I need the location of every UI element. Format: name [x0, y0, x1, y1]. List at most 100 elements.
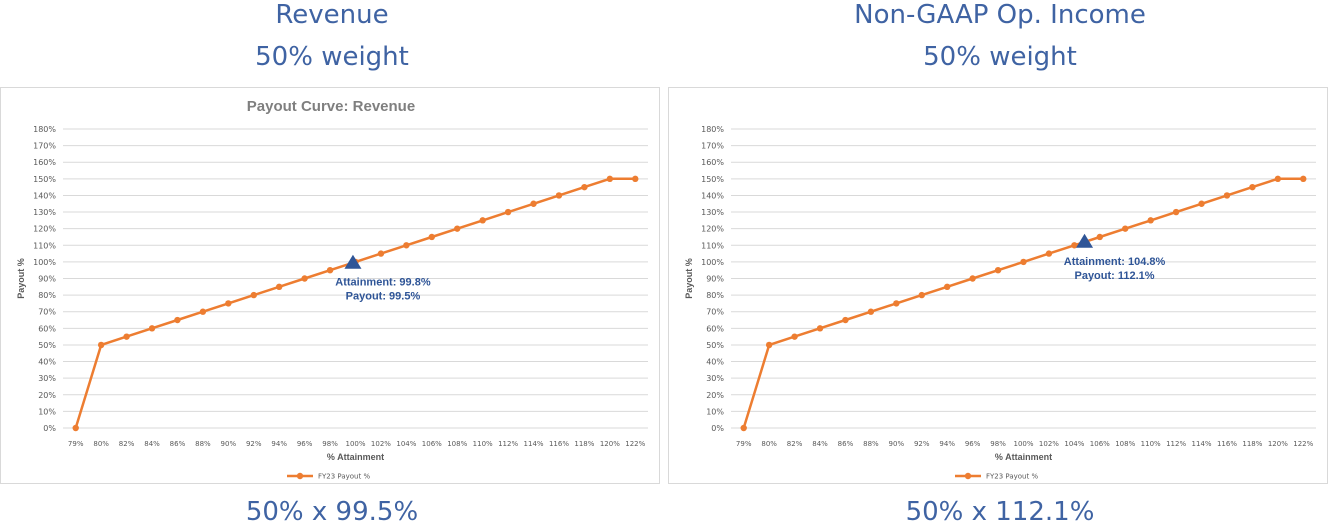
legend-label: FY23 Payout % [318, 473, 370, 481]
x-tick-label: 84% [144, 440, 160, 448]
chart-svg: Payout Curve: Revenue 0% 10% 20% 30% 40% 50% 60… [16, 98, 648, 481]
x-tick-label: 79% [68, 440, 84, 448]
data-point [199, 308, 207, 315]
y-tick-label: 160% [33, 158, 56, 167]
x-tick-label: 106% [1090, 440, 1110, 448]
x-tick-label: 112% [1166, 440, 1186, 448]
data-point [454, 225, 461, 232]
y-tick-label: 30% [706, 374, 724, 383]
op-income-payout-chart: 0% 10% 20% 30% 40% 50% 60% 70% 80% 90% 100% 110% 120… [668, 87, 1328, 484]
y-tick-label: 60% [38, 324, 56, 333]
data-point [994, 266, 1002, 274]
x-tick-label: 79% [736, 440, 752, 448]
y-tick-label: 90% [38, 275, 56, 284]
data-point [740, 424, 747, 432]
x-tick-label: 80% [93, 440, 109, 448]
data-point [1274, 175, 1282, 183]
y-tick-label: 10% [38, 407, 56, 416]
data-point [174, 316, 181, 324]
data-point [1020, 258, 1027, 266]
data-point [403, 242, 410, 249]
data-point [816, 325, 824, 332]
data-point [148, 325, 156, 332]
y-tick-label: 90% [706, 275, 724, 284]
data-point [943, 283, 951, 291]
x-tick-label: 94% [939, 440, 955, 448]
data-point [504, 208, 512, 216]
data-point [969, 275, 976, 282]
x-tick-label: 90% [889, 440, 905, 448]
revenue-payout-chart: Payout Curve: Revenue 0% 10% 20% 30% 40% 50% 60… [0, 87, 660, 484]
data-point [1249, 183, 1256, 191]
y-tick-label: 20% [38, 391, 56, 400]
data-point [1045, 250, 1053, 257]
panel-title: Revenue [275, 0, 389, 30]
x-tick-label: 100% [1013, 440, 1033, 448]
annotation-label: Payout: 99.5% [346, 291, 421, 303]
x-tick-label: 104% [396, 440, 416, 448]
data-point [428, 233, 436, 241]
data-point [791, 333, 798, 340]
legend-label: FY23 Payout % [986, 473, 1038, 481]
legend-marker [296, 472, 304, 480]
y-tick-label: 40% [38, 358, 56, 367]
y-tick-label: 110% [33, 241, 56, 250]
data-point [326, 266, 334, 274]
series-line [742, 177, 1304, 429]
x-tick-label: 114% [1192, 440, 1212, 448]
y-tick-label: 0% [43, 424, 56, 433]
x-tick-label: 102% [1039, 440, 1059, 448]
annotation-label: Attainment: 104.8% [1064, 256, 1166, 268]
data-point [225, 300, 232, 307]
x-tick-label: 98% [322, 440, 338, 448]
data-point [1198, 200, 1205, 207]
x-tick-label: 114% [524, 440, 544, 448]
x-tick-label: 106% [422, 440, 442, 448]
x-tick-label: 102% [371, 440, 391, 448]
x-tick-label: 108% [447, 440, 467, 448]
data-point [632, 175, 639, 183]
data-point [1223, 192, 1231, 199]
data-point [72, 424, 79, 432]
panel-weight: 50% weight [923, 42, 1077, 72]
x-tick-label: 100% [345, 440, 365, 448]
x-tick-label: 94% [271, 440, 287, 448]
x-tick-label: 80% [761, 440, 777, 448]
data-point [867, 308, 875, 315]
data-point [301, 275, 308, 282]
y-axis-label: Payout % [16, 258, 26, 299]
y-tick-label: 10% [706, 407, 724, 416]
data-point [1096, 233, 1104, 241]
data-point [1147, 217, 1154, 224]
legend-marker [964, 472, 972, 480]
y-tick-label: 70% [38, 308, 56, 317]
x-tick-label: 120% [600, 440, 620, 448]
x-tick-label: 98% [990, 440, 1006, 448]
data-point [250, 291, 257, 299]
data-point [555, 192, 563, 199]
data-point [275, 283, 283, 291]
x-axis-label: % Attainment [327, 452, 384, 462]
x-tick-label: 112% [498, 440, 518, 448]
data-point [606, 175, 614, 183]
data-point [1172, 208, 1180, 216]
series-line [74, 177, 636, 429]
panel-weight: 50% weight [255, 42, 409, 72]
x-tick-label: 108% [1115, 440, 1135, 448]
revenue-panel: Revenue 50% weight Payout Curve: Revenue… [0, 0, 664, 532]
attainment-marker [1076, 233, 1094, 248]
x-tick-label: 86% [170, 440, 186, 448]
x-tick-label: 122% [1293, 440, 1313, 448]
y-tick-label: 140% [701, 191, 724, 200]
x-tick-label: 118% [574, 440, 594, 448]
y-axis-label: Payout % [684, 258, 694, 299]
panel-title: Non-GAAP Op. Income [854, 0, 1146, 30]
data-point [97, 341, 105, 349]
y-tick-label: 150% [701, 175, 724, 184]
annotation-label: Attainment: 99.8% [335, 277, 431, 289]
x-tick-label: 104% [1064, 440, 1084, 448]
attainment-marker [344, 254, 362, 269]
y-tick-label: 180% [33, 125, 56, 134]
data-point [893, 300, 900, 307]
data-point [765, 341, 773, 349]
